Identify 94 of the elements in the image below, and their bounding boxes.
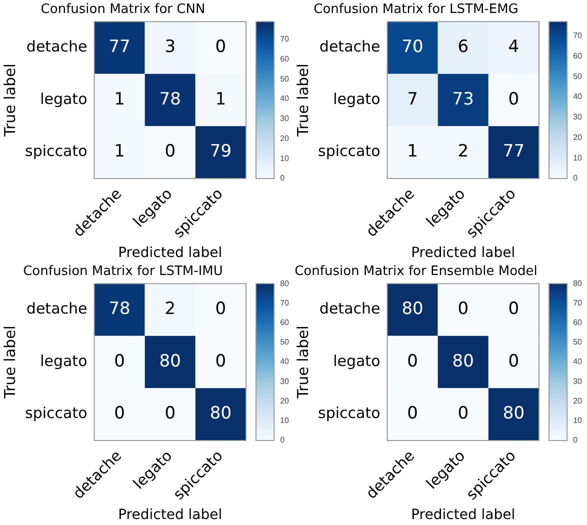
color-bar-label: 60 xyxy=(280,318,290,328)
data-label: 0 xyxy=(164,404,176,424)
color-bar-label: 50 xyxy=(280,338,290,347)
data-label: 79 xyxy=(210,142,232,162)
color-bar-label: 10 xyxy=(573,153,583,162)
color-bar-label: 40 xyxy=(573,92,583,102)
chart-title: Confusion Matrix for CNN xyxy=(40,2,206,18)
color-bar-label: 0 xyxy=(573,174,578,183)
chart-title: Confusion Matrix for Ensemble Model xyxy=(294,264,538,280)
data-label: 4 xyxy=(508,37,520,58)
data-label: 73 xyxy=(452,89,474,110)
color-bar-label: 70 xyxy=(280,34,290,44)
color-bar-label: 20 xyxy=(573,132,583,142)
color-bar-label: 60 xyxy=(573,51,583,60)
color-bar-label: 10 xyxy=(280,154,290,163)
y-tick-label: spiccato xyxy=(25,142,88,160)
data-label: 0 xyxy=(215,299,226,320)
y-tick-label: legato xyxy=(333,352,380,370)
data-label: 0 xyxy=(407,351,418,372)
data-label: 0 xyxy=(458,404,469,424)
data-label: 0 xyxy=(407,404,418,424)
data-label: 1 xyxy=(215,89,226,110)
data-label: 6 xyxy=(458,37,469,58)
data-label: 1 xyxy=(407,142,418,162)
y-tick-label: detache xyxy=(26,38,88,56)
color-bar-label: 70 xyxy=(573,31,583,40)
color-bar-label: 70 xyxy=(280,298,290,308)
data-label: 1 xyxy=(114,89,125,110)
data-label: 0 xyxy=(508,299,520,320)
y-tick-label: spiccato xyxy=(318,142,380,160)
data-label: 0 xyxy=(215,37,226,58)
x-axis-title: Predicted label xyxy=(411,507,516,524)
data-label: 80 xyxy=(502,404,525,424)
x-axis-title: Predicted label xyxy=(411,245,516,262)
y-tick-label: detache xyxy=(26,300,88,318)
color-bar-label: 80 xyxy=(280,278,290,288)
data-label: 80 xyxy=(452,351,474,372)
y-tick-label: legato xyxy=(40,90,88,108)
color-bar-label: 30 xyxy=(573,376,583,386)
color-bar-label: 30 xyxy=(573,112,583,122)
color-bar-label: 50 xyxy=(573,72,583,81)
color-bar-label: 50 xyxy=(573,338,583,347)
color-bar-label: 30 xyxy=(280,114,290,124)
data-label: 80 xyxy=(210,404,232,424)
y-axis-title: True label xyxy=(0,326,19,400)
data-label: 0 xyxy=(114,404,125,424)
data-label: 0 xyxy=(508,351,520,372)
color-bar-label: 60 xyxy=(573,318,583,328)
chart-title: Confusion Matrix for LSTM-EMG xyxy=(314,2,518,18)
color-bar-label: 0 xyxy=(280,436,286,445)
color-bar-label: 60 xyxy=(280,54,290,64)
data-label: 80 xyxy=(402,299,424,320)
data-label: 78 xyxy=(108,299,130,320)
x-axis-title: Predicted label xyxy=(118,245,222,262)
data-label: 0 xyxy=(508,89,520,110)
data-label: 70 xyxy=(402,37,424,58)
color-bar-label: 80 xyxy=(573,278,583,288)
y-tick-label: spiccato xyxy=(25,404,88,422)
data-label: 3 xyxy=(164,37,176,58)
y-axis-title: True label xyxy=(0,64,19,138)
y-tick-label: legato xyxy=(333,90,380,108)
color-bar-label: 40 xyxy=(573,357,583,366)
y-tick-label: detache xyxy=(319,300,380,318)
color-bar-label: 50 xyxy=(280,74,290,84)
chart-title: Confusion Matrix for LSTM-IMU xyxy=(23,264,223,280)
color-bar-label: 20 xyxy=(280,134,290,143)
data-label: 7 xyxy=(407,89,418,110)
color-bar-label: 70 xyxy=(573,298,583,308)
color-bar-label: 40 xyxy=(280,94,290,104)
y-axis-title: True label xyxy=(294,64,312,138)
data-label: 2 xyxy=(164,299,176,320)
data-label: 77 xyxy=(108,37,130,58)
data-label: 78 xyxy=(159,89,181,110)
color-bar-label: 10 xyxy=(280,416,290,426)
color-bar-label: 40 xyxy=(280,357,290,366)
color-bar-label: 20 xyxy=(573,396,583,406)
data-label: 80 xyxy=(159,351,181,372)
data-label: 1 xyxy=(114,142,125,162)
x-axis-title: Predicted label xyxy=(118,507,222,524)
data-label: 0 xyxy=(164,142,176,162)
y-axis-title: True label xyxy=(294,326,312,400)
data-label: 2 xyxy=(458,142,469,162)
data-label: 0 xyxy=(215,351,226,372)
color-bar-label: 0 xyxy=(280,174,286,183)
y-tick-label: detache xyxy=(319,38,380,56)
color-bar-label: 30 xyxy=(280,376,290,386)
y-tick-label: legato xyxy=(40,352,88,370)
y-tick-label: spiccato xyxy=(318,404,380,422)
color-bar-label: 10 xyxy=(573,416,583,426)
data-label: 0 xyxy=(458,299,469,320)
color-bar-label: 0 xyxy=(573,436,578,445)
data-label: 77 xyxy=(502,142,525,162)
data-label: 0 xyxy=(114,351,125,372)
color-bar-label: 20 xyxy=(280,396,290,406)
